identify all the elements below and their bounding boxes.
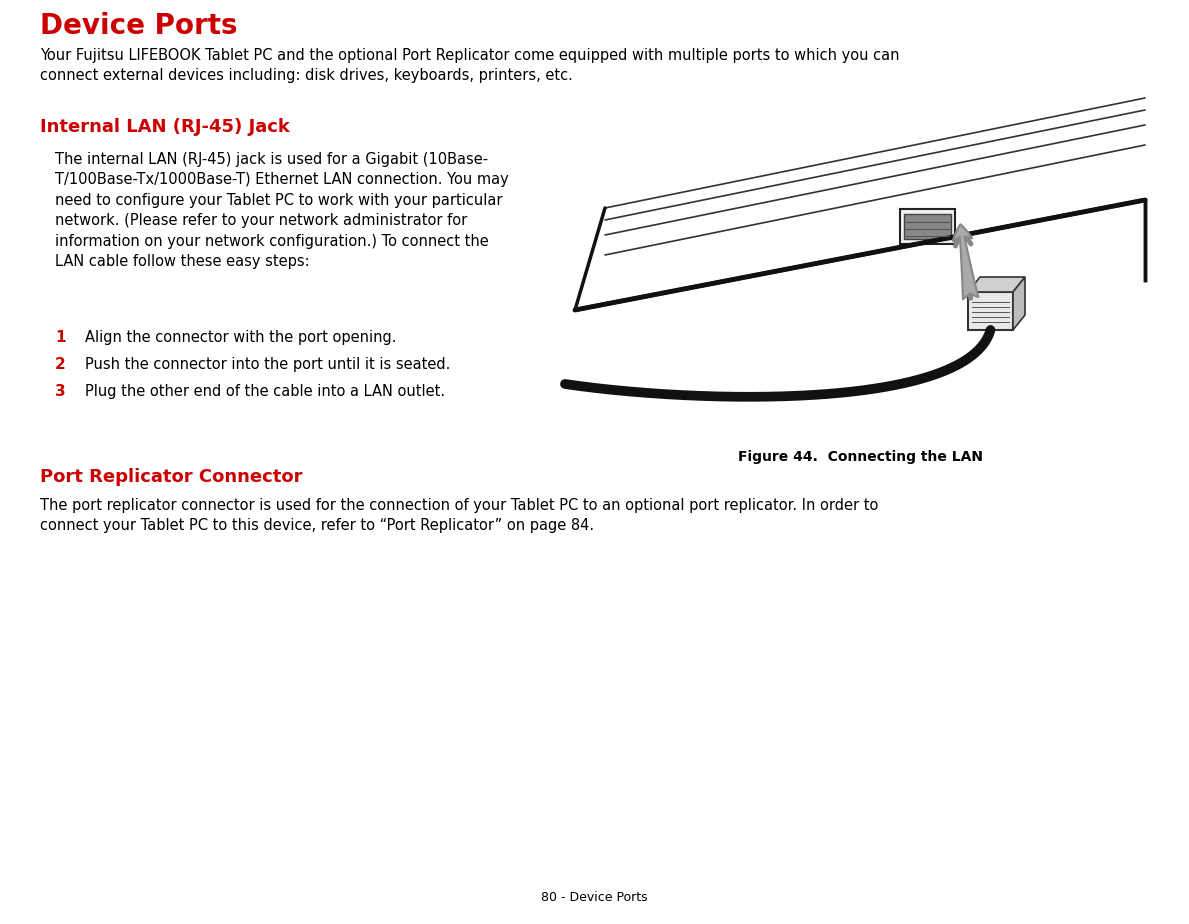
Text: Figure 44.  Connecting the LAN: Figure 44. Connecting the LAN xyxy=(737,450,982,464)
FancyBboxPatch shape xyxy=(968,292,1013,330)
Polygon shape xyxy=(1013,277,1025,330)
Text: Push the connector into the port until it is seated.: Push the connector into the port until i… xyxy=(84,357,451,372)
Text: Device Ports: Device Ports xyxy=(40,12,238,40)
Text: 80 - Device Ports: 80 - Device Ports xyxy=(541,891,647,904)
Text: 2: 2 xyxy=(55,357,65,372)
Bar xyxy=(900,209,955,244)
Text: 3: 3 xyxy=(55,384,65,399)
Text: Align the connector with the port opening.: Align the connector with the port openin… xyxy=(84,330,396,345)
Polygon shape xyxy=(968,277,1025,292)
Text: Plug the other end of the cable into a LAN outlet.: Plug the other end of the cable into a L… xyxy=(84,384,445,399)
Text: The port replicator connector is used for the connection of your Tablet PC to an: The port replicator connector is used fo… xyxy=(40,498,879,533)
Text: The internal LAN (RJ-45) jack is used for a Gigabit (10Base-
T/100Base-Tx/1000Ba: The internal LAN (RJ-45) jack is used fo… xyxy=(55,152,509,269)
Text: 1: 1 xyxy=(55,330,65,345)
Text: Port Replicator Connector: Port Replicator Connector xyxy=(40,468,302,486)
Text: Internal LAN (RJ-45) Jack: Internal LAN (RJ-45) Jack xyxy=(40,118,290,136)
Text: Your Fujitsu LIFEBOOK Tablet PC and the optional Port Replicator come equipped w: Your Fujitsu LIFEBOOK Tablet PC and the … xyxy=(40,48,900,83)
Bar xyxy=(904,214,951,239)
